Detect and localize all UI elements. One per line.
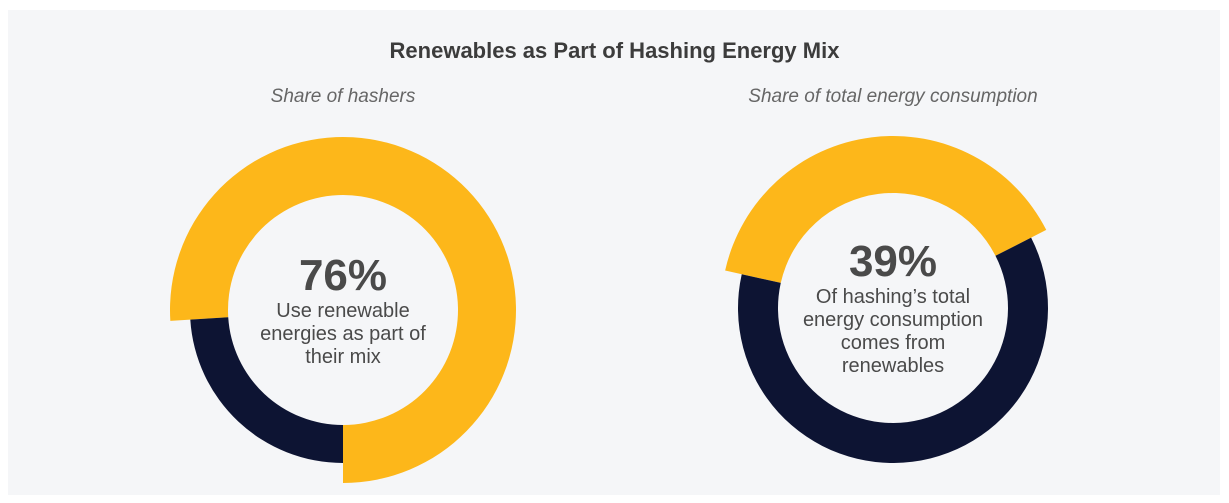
value-label: 39%	[848, 237, 938, 286]
donut-segment	[190, 317, 343, 463]
donut-segment	[170, 137, 516, 483]
annotation: Use renewable energies as part of their …	[260, 299, 426, 368]
center-label: 39% Of hashing’s total energy consumption…	[801, 193, 986, 423]
center-label: 76% Use renewable energies as part of the…	[258, 195, 428, 425]
chart-subtitle: Share of hashers	[270, 86, 416, 107]
donut-segment	[725, 135, 1047, 283]
chart-subtitle: Share of total energy consumption	[748, 86, 1038, 107]
chart-title: Renewables as Part of Hashing Energy Mix	[389, 38, 840, 63]
donut-segment	[738, 237, 1048, 464]
value-label: 76%	[298, 250, 388, 300]
annotation: Of hashing’s total energy consumption co…	[802, 286, 984, 377]
